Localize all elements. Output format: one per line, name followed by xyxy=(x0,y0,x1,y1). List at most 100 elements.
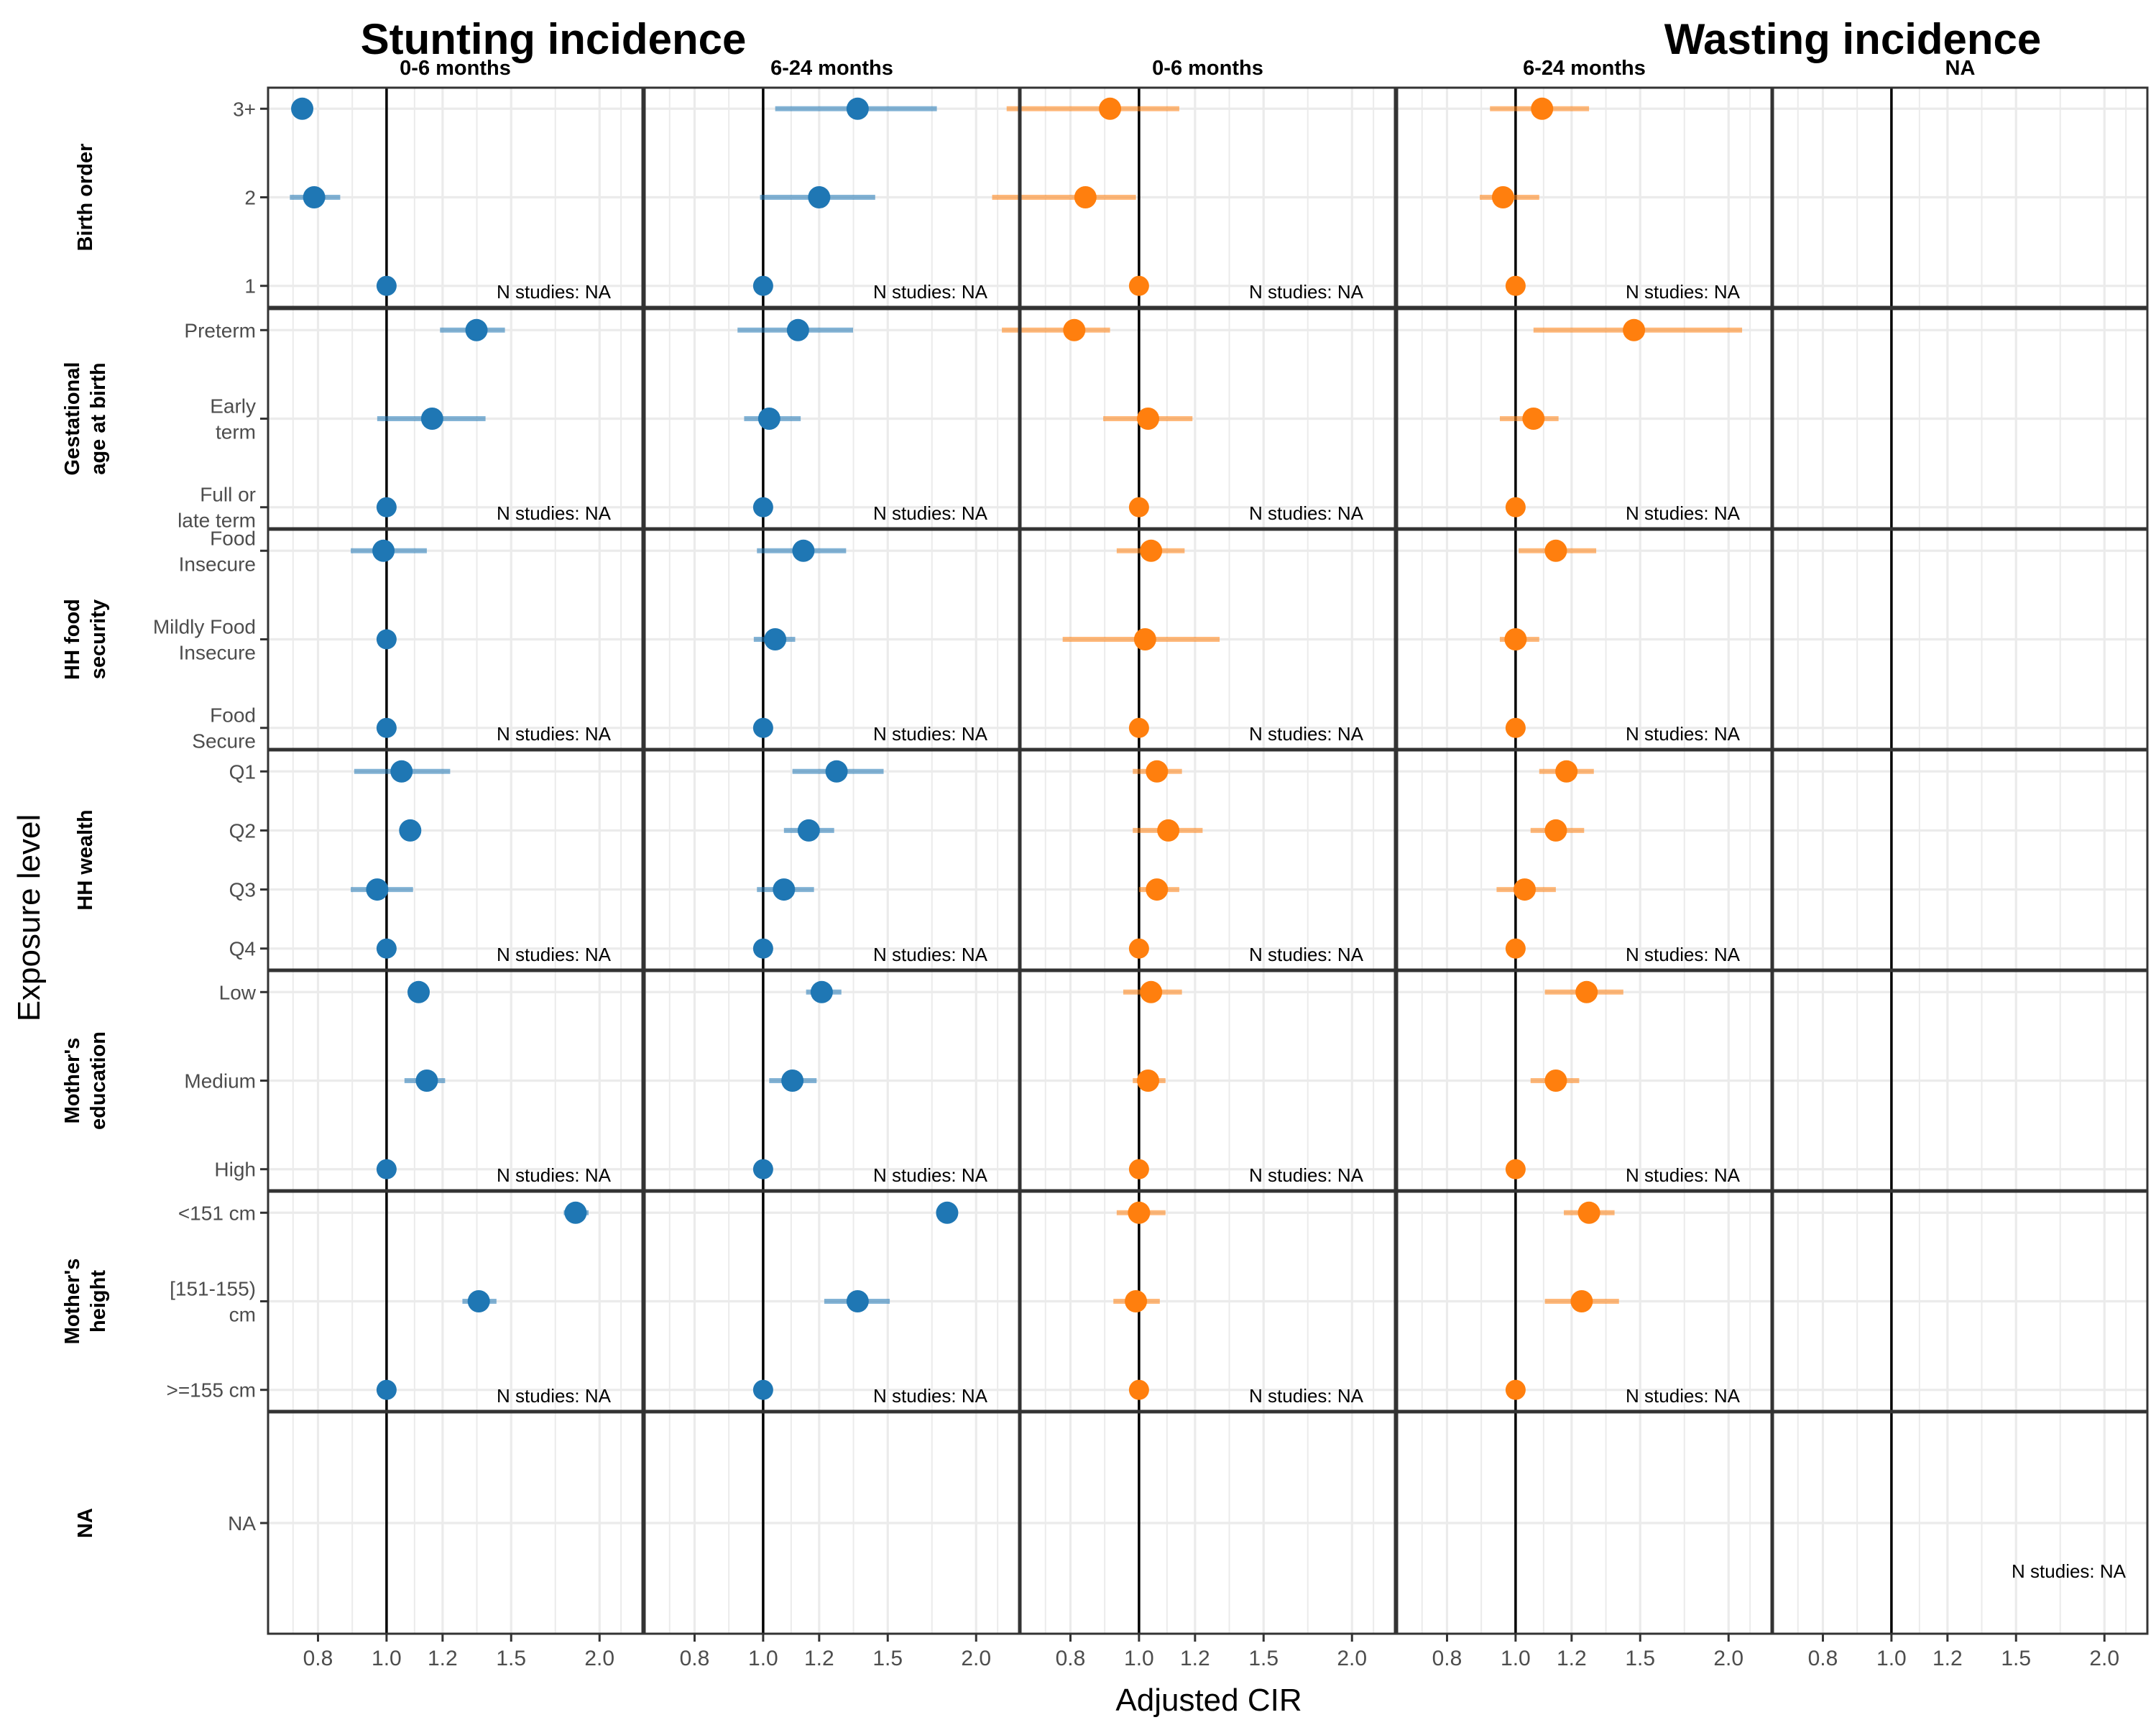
point-r4-c2-medium xyxy=(1137,1070,1160,1092)
point-r5-c2-151-155-cm xyxy=(1125,1290,1148,1312)
level-label-line: [151-155) xyxy=(170,1278,256,1300)
level-label-line: 3+ xyxy=(233,98,256,120)
row-label-line: Gestational xyxy=(61,362,84,476)
level-label-line: Full or xyxy=(200,484,256,506)
panel-border xyxy=(643,1190,1021,1412)
x-tick-label-c3-1-5: 1.5 xyxy=(1625,1647,1655,1670)
row-label-mother-s-education: Mother's education xyxy=(61,1031,110,1130)
panel-border xyxy=(1772,1190,2149,1412)
point-r4-c0-high xyxy=(376,1159,397,1179)
level-label-line: High xyxy=(214,1159,256,1181)
point-r0-c3-1 xyxy=(1505,275,1526,296)
level-label-high: High xyxy=(214,1159,256,1181)
n-studies-r4-c1: N studies: NA xyxy=(873,1164,988,1186)
level-label-line: NA xyxy=(228,1512,256,1535)
level-label-line: cm xyxy=(229,1304,256,1326)
point-r0-c1-1 xyxy=(752,275,773,296)
panel-border xyxy=(1019,528,1396,750)
row-label-line: Birth order xyxy=(74,144,97,252)
x-tick-label-c4-0-8: 0.8 xyxy=(1808,1647,1838,1670)
x-tick-label-c3-2-0: 2.0 xyxy=(1713,1647,1743,1670)
point-r5-c2-151-cm xyxy=(1128,1201,1151,1224)
point-r2-c3-food-insecure xyxy=(1544,539,1567,562)
x-tick-label-c0-0-8: 0.8 xyxy=(303,1647,333,1670)
point-r3-c0-q2 xyxy=(399,819,422,842)
row-label-hh-wealth: HH wealth xyxy=(74,809,97,910)
point-r2-c1-food-insecure xyxy=(792,539,815,562)
level-label-line: 2 xyxy=(244,187,256,209)
point-r4-c0-low xyxy=(407,980,430,1003)
level-label-line: Secure xyxy=(192,730,256,753)
level-label-line: Q3 xyxy=(229,879,256,901)
level-label-line: Insecure xyxy=(179,553,256,575)
x-tick-label-c0-1-0: 1.0 xyxy=(372,1647,402,1670)
point-r5-c1-151-155-cm xyxy=(846,1290,869,1312)
n-studies-r1-c2: N studies: NA xyxy=(1249,502,1364,524)
point-r4-c3-low xyxy=(1575,980,1598,1003)
n-studies-r5-c0: N studies: NA xyxy=(497,1385,612,1407)
panel-border xyxy=(643,749,1021,971)
point-r0-c2-3 xyxy=(1099,97,1122,120)
column-label-2: 0-6 months xyxy=(1152,57,1263,80)
n-studies-r2-c0: N studies: NA xyxy=(497,723,612,745)
level-label-q1: Q1 xyxy=(229,760,256,783)
level-label-155-cm: >=155 cm xyxy=(166,1379,256,1402)
column-label-0: 0-6 months xyxy=(400,57,511,80)
point-r1-c2-preterm xyxy=(1063,318,1086,341)
level-label-line: Early xyxy=(210,395,256,418)
point-r3-c3-q2 xyxy=(1544,819,1567,842)
level-label-na: NA xyxy=(228,1512,256,1535)
level-label-151-155-cm: [151-155) cm xyxy=(170,1278,256,1326)
point-r4-c0-medium xyxy=(415,1070,438,1092)
row-label-line: height xyxy=(87,1270,110,1333)
x-tick-label-c0-1-2: 1.2 xyxy=(428,1647,458,1670)
point-r3-c1-q4 xyxy=(752,938,773,959)
level-label-q3: Q3 xyxy=(229,879,256,901)
x-tick-label-c3-0-8: 0.8 xyxy=(1432,1647,1462,1670)
level-label-mildly-food-insecure: Mildly Food Insecure xyxy=(153,616,256,664)
level-label-line: <151 cm xyxy=(178,1202,256,1224)
row-label-line: HH food xyxy=(61,599,84,680)
point-r1-c1-full-or-late-term xyxy=(752,497,773,518)
row-label-line: Mother's xyxy=(61,1259,84,1345)
level-label-line: Q4 xyxy=(229,938,256,960)
level-label-151-cm: <151 cm xyxy=(178,1202,256,1224)
level-label-line: Insecure xyxy=(179,642,256,664)
row-label-line: HH wealth xyxy=(74,809,97,910)
x-tick-label-c0-2-0: 2.0 xyxy=(584,1647,614,1670)
point-r1-c0-early-term xyxy=(420,408,443,430)
point-r5-c0-151-cm xyxy=(564,1201,587,1224)
point-r2-c2-mildly-food-insecure xyxy=(1133,628,1156,650)
point-r1-c1-early-term xyxy=(757,408,780,430)
panel-border xyxy=(1772,1411,2149,1635)
row-label-mother-s-height: Mother's height xyxy=(61,1259,110,1345)
point-r0-c0-2 xyxy=(303,186,326,208)
point-r3-c2-q1 xyxy=(1146,760,1169,783)
point-r3-c2-q3 xyxy=(1146,878,1169,901)
panel-border xyxy=(1772,528,2149,750)
panel-border xyxy=(1019,86,1396,308)
panel-border xyxy=(1772,308,2149,530)
level-label-preterm: Preterm xyxy=(184,319,256,341)
panel-border xyxy=(1396,528,1773,750)
level-label-q2: Q2 xyxy=(229,819,256,842)
column-label-1: 6-24 months xyxy=(770,57,893,80)
level-label-early-term: Early term xyxy=(210,395,256,443)
n-studies-r1-c0: N studies: NA xyxy=(497,502,612,524)
point-r5-c3-151-155-cm xyxy=(1570,1290,1593,1312)
x-tick-label-c1-1-5: 1.5 xyxy=(872,1647,903,1670)
panel-border xyxy=(1019,970,1396,1192)
panel-border xyxy=(1396,1190,1773,1412)
panel-border xyxy=(1772,970,2149,1192)
level-label-line: >=155 cm xyxy=(166,1379,256,1402)
point-r2-c0-food-secure xyxy=(376,717,397,738)
n-studies-r3-c3: N studies: NA xyxy=(1626,944,1741,965)
panel-frames xyxy=(260,86,2149,1642)
row-label-line: NA xyxy=(74,1508,97,1538)
point-r2-c2-food-insecure xyxy=(1140,539,1163,562)
point-r3-c3-q1 xyxy=(1555,760,1578,783)
level-label-line: Q2 xyxy=(229,819,256,842)
level-label-line: Preterm xyxy=(184,319,256,341)
n-studies-r4-c0: N studies: NA xyxy=(497,1164,612,1186)
